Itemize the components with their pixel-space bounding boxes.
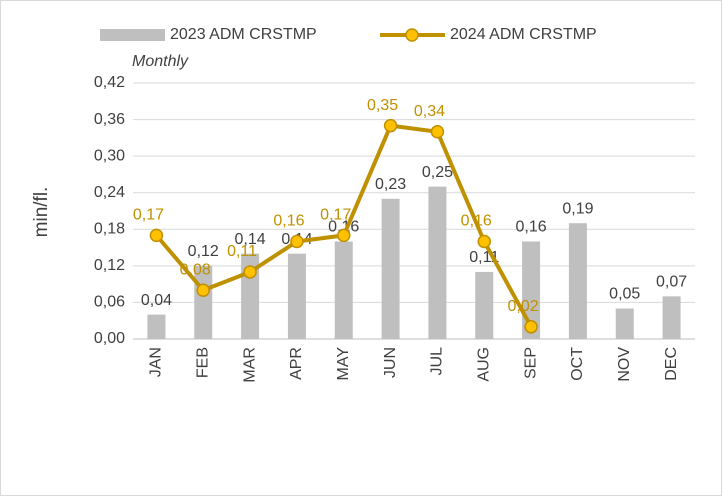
data-label: 0,08 bbox=[180, 261, 211, 278]
line-marker bbox=[196, 283, 210, 297]
y-tick-label: 0,06 bbox=[94, 294, 125, 311]
bar bbox=[568, 223, 587, 339]
line-marker bbox=[149, 228, 164, 243]
bar bbox=[334, 241, 353, 339]
x-tick-label: APR bbox=[288, 347, 305, 380]
x-tick-label: JAN bbox=[148, 347, 165, 377]
line-marker bbox=[430, 125, 445, 139]
x-tick-label: SEP bbox=[522, 347, 539, 379]
x-tick-label: OCT bbox=[569, 347, 586, 381]
data-label: 0,19 bbox=[562, 200, 593, 217]
x-tick-label: NOV bbox=[616, 347, 633, 382]
line-marker bbox=[337, 228, 351, 243]
line-marker bbox=[524, 320, 538, 334]
line-marker bbox=[290, 234, 304, 249]
legend-label: 2024 ADM CRSTMP bbox=[450, 26, 597, 43]
x-tick-label: JUN bbox=[382, 347, 399, 378]
data-label: 0,23 bbox=[375, 176, 406, 193]
data-label: 0,04 bbox=[141, 292, 172, 309]
x-tick-label: MAY bbox=[335, 347, 352, 381]
data-label: 0,05 bbox=[609, 286, 640, 303]
line-marker bbox=[477, 234, 491, 249]
bar bbox=[475, 271, 494, 339]
data-label: 0,16 bbox=[328, 219, 359, 236]
data-label: 0,17 bbox=[320, 207, 351, 224]
data-label: 0,34 bbox=[414, 103, 445, 120]
bar bbox=[428, 186, 447, 339]
x-tick-label: MAR bbox=[241, 347, 258, 383]
data-label: 0,07 bbox=[656, 274, 687, 291]
data-label: 0,16 bbox=[461, 213, 492, 230]
data-label: 0,16 bbox=[273, 213, 304, 230]
data-label: 0,02 bbox=[508, 298, 539, 315]
x-tick-label: JUL bbox=[429, 347, 446, 376]
x-tick-label: DEC bbox=[663, 347, 680, 381]
data-label: 0,12 bbox=[188, 243, 219, 260]
bar bbox=[662, 296, 681, 339]
y-tick-label: 0,30 bbox=[94, 147, 125, 164]
bar bbox=[147, 314, 166, 339]
data-label: 0,11 bbox=[227, 243, 257, 260]
chart-subtitle: Monthly bbox=[132, 53, 189, 70]
bar bbox=[287, 253, 306, 339]
legend-swatch bbox=[100, 29, 165, 41]
bar bbox=[615, 308, 634, 339]
data-label: 0,25 bbox=[422, 164, 453, 181]
line-marker bbox=[243, 265, 257, 279]
y-tick-label: 0,12 bbox=[94, 257, 125, 274]
x-tick-label: FEB bbox=[194, 347, 211, 378]
y-tick-label: 0,42 bbox=[94, 74, 125, 91]
x-tick-label: AUG bbox=[475, 347, 492, 382]
y-tick-label: 0,36 bbox=[94, 111, 125, 128]
y-tick-label: 0,00 bbox=[94, 330, 125, 347]
data-label: 0,35 bbox=[367, 97, 398, 114]
y-tick-label: 0,24 bbox=[94, 184, 125, 201]
bar bbox=[381, 198, 400, 339]
y-tick-label: 0,18 bbox=[94, 221, 125, 238]
data-label: 0,17 bbox=[133, 207, 164, 224]
y-axis-label: min/fl. bbox=[31, 187, 52, 238]
legend-marker bbox=[405, 28, 419, 42]
data-label: 0,14 bbox=[235, 231, 266, 248]
legend-label: 2023 ADM CRSTMP bbox=[170, 26, 317, 43]
line-marker bbox=[383, 118, 398, 133]
data-label: 0,16 bbox=[516, 219, 547, 236]
